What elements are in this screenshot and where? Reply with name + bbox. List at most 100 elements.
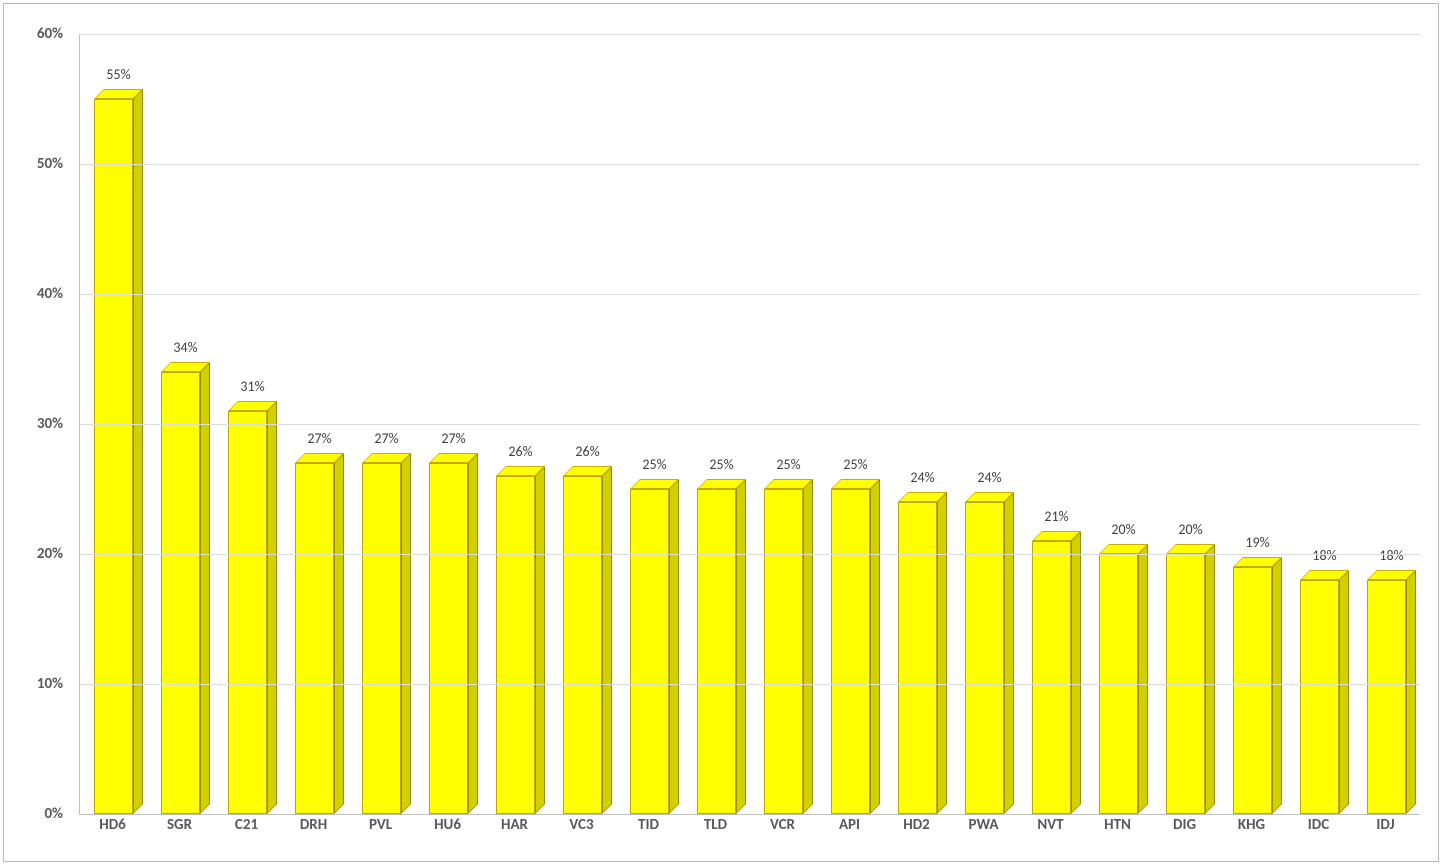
x-axis-tick-label: SGR [145, 816, 215, 834]
bar [362, 463, 401, 814]
x-axis-tick-label: PWA [949, 816, 1019, 834]
bar-value-label: 18% [1295, 547, 1355, 564]
y-axis-tick-label: 60% [13, 25, 63, 43]
bar-value-label: 27% [424, 430, 484, 447]
bar-front [764, 489, 803, 814]
bar-front [94, 99, 133, 814]
bar-side [602, 466, 612, 814]
bar-front [831, 489, 870, 814]
x-axis-tick-label: API [815, 816, 885, 834]
bar-value-label: 25% [759, 456, 819, 473]
bar-front [1367, 580, 1406, 814]
bar-front [429, 463, 468, 814]
bar-side [669, 479, 679, 814]
bar [965, 502, 1004, 814]
bar-side [334, 453, 344, 814]
bar-side [1138, 544, 1148, 814]
bar-value-label: 26% [491, 443, 551, 460]
bar [1032, 541, 1071, 814]
bar-side [468, 453, 478, 814]
bar-side [1272, 557, 1282, 814]
bar-front [496, 476, 535, 814]
chart-frame: 55%34%31%27%27%27%26%26%25%25%25%25%24%2… [3, 3, 1439, 862]
y-axis-tick-label: 40% [13, 285, 63, 303]
bar [1300, 580, 1339, 814]
bar-front [630, 489, 669, 814]
bar-side [1205, 544, 1215, 814]
bar-side [133, 89, 143, 814]
bar-front [1233, 567, 1272, 814]
bar-side [870, 479, 880, 814]
bar [697, 489, 736, 814]
bar-side [267, 401, 277, 814]
bar-value-label: 34% [156, 339, 216, 356]
bar-front [362, 463, 401, 814]
bar-side [1406, 570, 1416, 814]
bar-value-label: 19% [1228, 534, 1288, 551]
bar-front [898, 502, 937, 814]
bar [831, 489, 870, 814]
bar-front [1032, 541, 1071, 814]
plot-area: 55%34%31%27%27%27%26%26%25%25%25%25%24%2… [79, 34, 1420, 815]
bar-side [803, 479, 813, 814]
bar-value-label: 55% [89, 66, 149, 83]
bar [898, 502, 937, 814]
bar-front [563, 476, 602, 814]
bar [764, 489, 803, 814]
bar-side [937, 492, 947, 814]
x-axis-tick-label: PVL [346, 816, 416, 834]
bar [295, 463, 334, 814]
bar [429, 463, 468, 814]
bar-front [161, 372, 200, 814]
x-axis-tick-label: VC3 [547, 816, 617, 834]
y-axis-tick-label: 30% [13, 415, 63, 433]
bar-value-label: 27% [290, 430, 350, 447]
x-axis-tick-label: NVT [1016, 816, 1086, 834]
x-axis-tick-label: VCR [748, 816, 818, 834]
gridline [80, 164, 1420, 165]
bar [94, 99, 133, 814]
bar-value-label: 20% [1094, 521, 1154, 538]
gridline [80, 554, 1420, 555]
bar-side [401, 453, 411, 814]
x-axis-tick-label: HD2 [882, 816, 952, 834]
bar-front [295, 463, 334, 814]
x-axis-tick-label: KHG [1217, 816, 1287, 834]
bar-value-label: 20% [1161, 521, 1221, 538]
bar-side [736, 479, 746, 814]
bar-value-label: 25% [625, 456, 685, 473]
bar-value-label: 26% [558, 443, 618, 460]
bar-value-label: 27% [357, 430, 417, 447]
x-axis-tick-label: TLD [681, 816, 751, 834]
x-axis-tick-label: IDJ [1351, 816, 1421, 834]
bar [563, 476, 602, 814]
bar-value-label: 31% [223, 378, 283, 395]
bar [630, 489, 669, 814]
bar-value-label: 18% [1362, 547, 1422, 564]
y-axis-tick-label: 10% [13, 675, 63, 693]
gridline [80, 684, 1420, 685]
y-axis-tick-label: 50% [13, 155, 63, 173]
gridline [80, 294, 1420, 295]
y-axis-tick-label: 20% [13, 545, 63, 563]
bar-value-label: 21% [1027, 508, 1087, 525]
bar [161, 372, 200, 814]
x-axis-tick-label: IDC [1284, 816, 1354, 834]
bar-value-label: 25% [826, 456, 886, 473]
bar [1233, 567, 1272, 814]
bar-front [965, 502, 1004, 814]
gridline [80, 34, 1420, 35]
x-axis-tick-label: DRH [279, 816, 349, 834]
x-axis-tick-label: HTN [1083, 816, 1153, 834]
bar [1367, 580, 1406, 814]
bar-front [228, 411, 267, 814]
x-axis-tick-label: C21 [212, 816, 282, 834]
bar-side [1339, 570, 1349, 814]
x-axis-tick-label: TID [614, 816, 684, 834]
bar-side [535, 466, 545, 814]
bar-side [200, 362, 210, 814]
bar-side [1071, 531, 1081, 814]
y-axis-tick-label: 0% [13, 805, 63, 823]
bar-value-label: 25% [692, 456, 752, 473]
x-axis-tick-label: HD6 [78, 816, 148, 834]
